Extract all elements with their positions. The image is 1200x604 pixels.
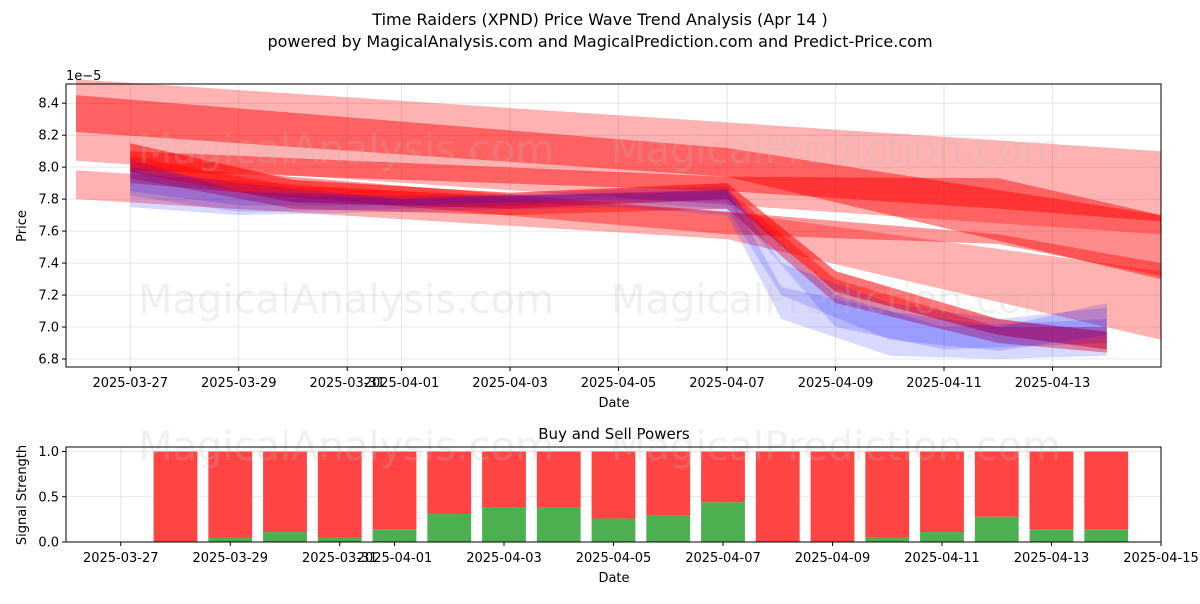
signal-x-tick-label: 2025-03-29: [192, 551, 268, 566]
price-y-ticks: 6.8 7.0 7.2 7.4 7.6 7.8 8.0 8.2 8.4: [38, 97, 66, 368]
sell-bar: [865, 451, 910, 538]
price-y-tick-label: 7.0: [38, 321, 59, 336]
wave-band-blue: [130, 167, 1107, 351]
buy-bar: [646, 515, 691, 542]
signal-bars: [153, 451, 1129, 542]
sell-bar: [427, 451, 472, 514]
buy-bar: [317, 537, 362, 542]
signal-x-ticks: 2025-03-27 2025-03-29 2025-03-312025-04-01…: [83, 542, 1199, 566]
buy-bar: [920, 532, 964, 542]
sell-bar: [482, 451, 526, 508]
price-x-tick-label: 2025-03-27: [92, 376, 168, 391]
price-x-axis-label: Date: [598, 396, 629, 411]
buy-bar: [263, 532, 307, 542]
buy-sell-title: Buy and Sell Powers: [538, 425, 690, 443]
buy-bar: [482, 507, 526, 542]
price-y-tick-label: 6.8: [38, 353, 59, 368]
watermark-left: MagicalAnalysis.com: [138, 127, 554, 173]
buy-bar: [974, 516, 1019, 542]
signal-x-tick-label: 2025-04-05: [576, 551, 652, 566]
sell-bar: [208, 451, 253, 538]
sell-bar: [1029, 451, 1074, 530]
wave-band-red: [76, 170, 1161, 340]
price-y-tick-label: 7.8: [38, 193, 59, 208]
price-y-tick-label: 7.4: [38, 257, 59, 272]
price-x-tick-label: 2025-03-31: [309, 376, 385, 391]
buy-bar: [372, 529, 417, 542]
sell-bar: [263, 451, 307, 533]
signal-x-tick-label: 2025-04-15: [1123, 551, 1199, 566]
wave-band-red: [76, 79, 1161, 235]
sell-bar: [536, 451, 581, 508]
sell-bar: [1084, 451, 1129, 530]
price-y-scale-label: 1e−5: [66, 69, 101, 84]
sell-bar: [810, 451, 855, 542]
chart-subtitle: powered by MagicalAnalysis.com and Magic…: [267, 32, 932, 51]
price-x-tick-label: 2025-03-29: [201, 376, 277, 391]
wave-band-red: [130, 143, 1107, 350]
wave-band-blue: [130, 170, 1107, 350]
price-x-tick-label: 2025-04-13: [1015, 376, 1091, 391]
wave-band-red: [130, 155, 1107, 353]
signal-x-tick-label: 2025-04-01: [357, 551, 433, 566]
wave-band-red: [130, 151, 1161, 222]
price-x-tick-label: 2025-04-03: [472, 376, 548, 391]
price-wave-panel: MagicalAnalysis.com MagicalPrediction.co…: [15, 69, 1162, 411]
buy-bar: [1084, 529, 1129, 542]
wave-band-blue: [130, 159, 1107, 359]
signal-x-tick-label: 2025-04-07: [685, 551, 761, 566]
signal-y-tick-label: 0.0: [38, 536, 59, 551]
price-x-tick-label: 2025-04-05: [581, 376, 657, 391]
price-y-tick-label: 7.6: [38, 225, 59, 240]
buy-bar: [591, 518, 636, 542]
sell-bar: [317, 451, 362, 538]
price-grid: [66, 84, 1161, 367]
price-wave-bands: [76, 79, 1161, 359]
signal-x-tick-label: 2025-03-27: [83, 551, 159, 566]
signal-x-axis-label: Date: [598, 571, 629, 586]
sell-bar: [372, 451, 417, 530]
buy-bar: [701, 502, 745, 542]
price-x-ticks: 2025-03-27 2025-03-29 2025-03-312025-04-01…: [92, 367, 1090, 391]
price-x-tick-label: 2025-04-11: [906, 376, 982, 391]
price-plot-frame: [65, 83, 1162, 368]
price-x-tick-label: 2025-04-07: [689, 376, 765, 391]
price-x-tick-label: 2025-04-09: [798, 376, 874, 391]
price-x-tick-label: 2025-04-01: [364, 376, 440, 391]
price-y-axis-label: Price: [15, 210, 30, 242]
price-y-tick-label: 7.2: [38, 289, 59, 304]
signal-x-tick-label: 2025-04-03: [466, 551, 542, 566]
sell-bar: [701, 451, 745, 503]
sell-bar: [755, 451, 800, 542]
buy-bar: [1029, 529, 1074, 542]
price-y-tick-label: 8.2: [38, 129, 59, 144]
signal-x-tick-label: 2025-04-09: [795, 551, 871, 566]
signal-y-axis-label: Signal Strength: [15, 445, 30, 545]
watermark-left-2: MagicalAnalysis.com: [138, 277, 554, 323]
sell-bar: [591, 451, 636, 519]
signal-x-tick-label: 2025-04-11: [904, 551, 980, 566]
signal-y-tick-label: 0.5: [38, 490, 59, 505]
sell-bar: [153, 451, 198, 542]
chart-title: Time Raiders (XPND) Price Wave Trend Ana…: [371, 10, 827, 29]
price-y-tick-label: 8.0: [38, 161, 59, 176]
signal-x-tick-label: 2025-04-13: [1014, 551, 1090, 566]
buy-bar: [427, 513, 472, 542]
sell-bar: [974, 451, 1019, 517]
price-y-tick-label: 8.4: [38, 97, 59, 112]
buy-bar: [536, 507, 581, 542]
signal-y-tick-label: 1.0: [38, 445, 59, 460]
signal-y-ticks: 0.0 0.5 1.0: [38, 445, 66, 551]
watermark-right: MagicalPrediction.com: [611, 127, 1061, 173]
buy-sell-panel: Buy and Sell Powers MagicalAnalysis.com …: [15, 424, 1199, 586]
buy-bar: [865, 537, 910, 542]
wave-band-red: [76, 95, 1161, 280]
signal-x-tick-label: 2025-03-31: [302, 551, 378, 566]
buy-bar: [208, 537, 253, 542]
sell-bar: [920, 451, 964, 533]
sell-bar: [646, 451, 691, 516]
watermark-right-2: MagicalPrediction.com: [611, 277, 1061, 323]
